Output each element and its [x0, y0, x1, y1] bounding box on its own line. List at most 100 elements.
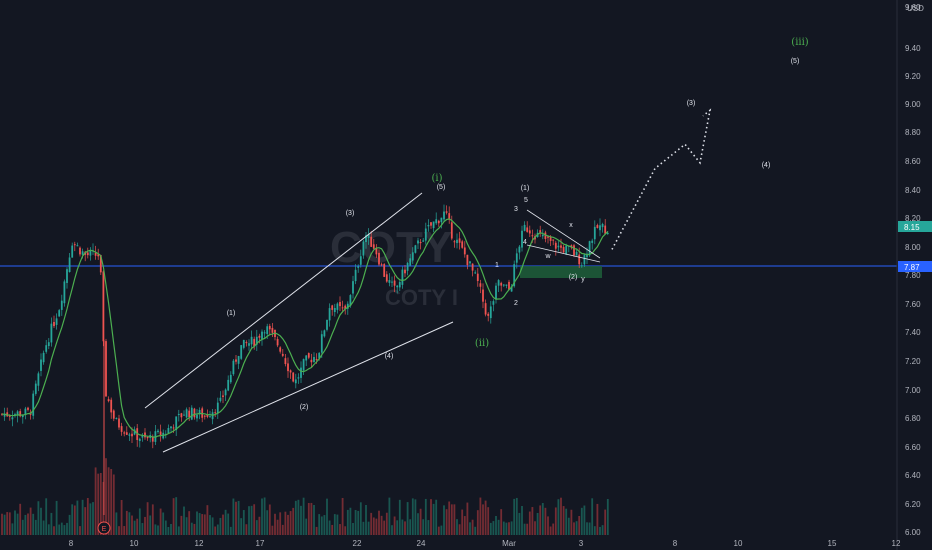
candle-body — [474, 272, 477, 274]
volume-bar — [154, 524, 157, 535]
candle-body — [357, 266, 360, 268]
candle-body — [461, 241, 464, 248]
price-tick-label: 7.80 — [905, 271, 921, 280]
volume-bar — [300, 505, 302, 535]
volume-bar — [560, 497, 562, 535]
volume-bar — [398, 499, 401, 535]
candle-body — [323, 330, 326, 337]
candle-body — [554, 242, 557, 249]
volume-bar — [326, 498, 328, 535]
volume-bar — [263, 497, 266, 535]
volume-bar — [534, 521, 536, 535]
candle-body — [471, 263, 474, 271]
earnings-marker[interactable]: E — [97, 521, 111, 535]
volume-bar — [255, 520, 258, 535]
candle-body — [8, 415, 11, 417]
volume-bar — [224, 509, 227, 535]
volume-bar — [188, 511, 191, 535]
triangle-upper-line[interactable] — [526, 209, 601, 259]
candle-body — [144, 432, 146, 438]
candle-body — [560, 245, 562, 248]
line-price-label: 7.87 — [904, 263, 920, 272]
candle-body — [193, 408, 196, 418]
volume-bar — [92, 502, 94, 535]
candle-body — [180, 413, 183, 418]
candle-body — [354, 269, 357, 282]
candle-body — [86, 252, 89, 256]
candle-body — [170, 426, 172, 429]
time-tick-label: 22 — [353, 539, 362, 548]
price-axis[interactable]: USD 9.60 9.40 9.20 9.00 8.80 8.60 8.40 8.20 8.00… — [896, 0, 924, 550]
candle-body — [458, 238, 461, 243]
price-tick-label: 9.40 — [905, 44, 921, 53]
volume-bar — [1, 513, 3, 535]
volume-bar — [19, 503, 22, 535]
candle-body — [81, 251, 84, 255]
volume-bar — [463, 516, 466, 535]
candle-body — [531, 235, 534, 237]
volume-bar — [489, 522, 492, 535]
price-tick-label: 8.20 — [905, 214, 921, 223]
volume-bar — [237, 500, 240, 535]
volume-bar — [346, 509, 349, 535]
candle-body — [372, 244, 375, 249]
candle-body — [336, 303, 339, 310]
candle-body — [391, 281, 393, 283]
candle-body — [307, 353, 310, 358]
candle-body — [112, 410, 115, 419]
volume-bar — [162, 512, 165, 535]
volume-bar — [396, 520, 399, 535]
wave-label: y — [581, 276, 585, 283]
demand-zone[interactable] — [520, 266, 602, 278]
candle-body — [141, 435, 144, 438]
volume-bar — [53, 526, 55, 535]
volume-bar — [180, 515, 183, 535]
volume-bar — [417, 513, 419, 535]
volume-bar — [271, 525, 274, 535]
channel-upper-line[interactable] — [144, 192, 423, 409]
candle-body — [362, 241, 365, 256]
volume-bar — [131, 515, 133, 535]
candle-body — [305, 355, 308, 361]
time-axis[interactable]: 8 10 12 17 22 24 Mar 3 8 10 15 12 — [69, 539, 901, 548]
volume-bar — [523, 523, 526, 535]
candle-body — [544, 232, 547, 239]
candle-body — [196, 414, 198, 419]
volume-bar — [201, 514, 204, 535]
candle-body — [497, 280, 500, 286]
volume-bar — [258, 516, 261, 535]
volume-bar — [352, 522, 354, 535]
volume-bar — [599, 526, 601, 535]
volume-bar — [471, 519, 474, 535]
volume-bar — [81, 499, 84, 535]
channel-lower-line[interactable] — [162, 321, 454, 453]
candle-body — [463, 247, 466, 255]
candle-body — [562, 246, 565, 253]
volume-bar — [63, 525, 66, 535]
volume-bar — [112, 474, 115, 535]
volume-bar — [424, 498, 427, 535]
volume-bar — [536, 512, 539, 535]
candle-body — [406, 262, 409, 271]
volume-bar — [448, 501, 451, 535]
volume-bar — [393, 516, 396, 535]
volume-bar — [435, 499, 438, 535]
volume-bar — [8, 512, 11, 535]
volume-bar — [557, 499, 560, 535]
candle-body — [443, 211, 445, 220]
volume-bar — [287, 514, 289, 535]
wave-label: (1) — [521, 185, 530, 192]
price-tick-label: 9.20 — [905, 72, 921, 81]
volume-bar — [541, 503, 544, 535]
volume-bar — [190, 522, 193, 535]
volume-bar — [430, 499, 432, 535]
price-tick-label: 8.60 — [905, 157, 921, 166]
volume-bar — [167, 526, 170, 535]
candle-body — [224, 389, 227, 396]
currency-label: USD — [907, 4, 924, 13]
price-tick-label: 7.20 — [905, 357, 921, 366]
projection-path[interactable] — [611, 108, 712, 250]
triangle-lower-line[interactable] — [526, 244, 601, 263]
wave-label: 1 — [495, 262, 499, 269]
